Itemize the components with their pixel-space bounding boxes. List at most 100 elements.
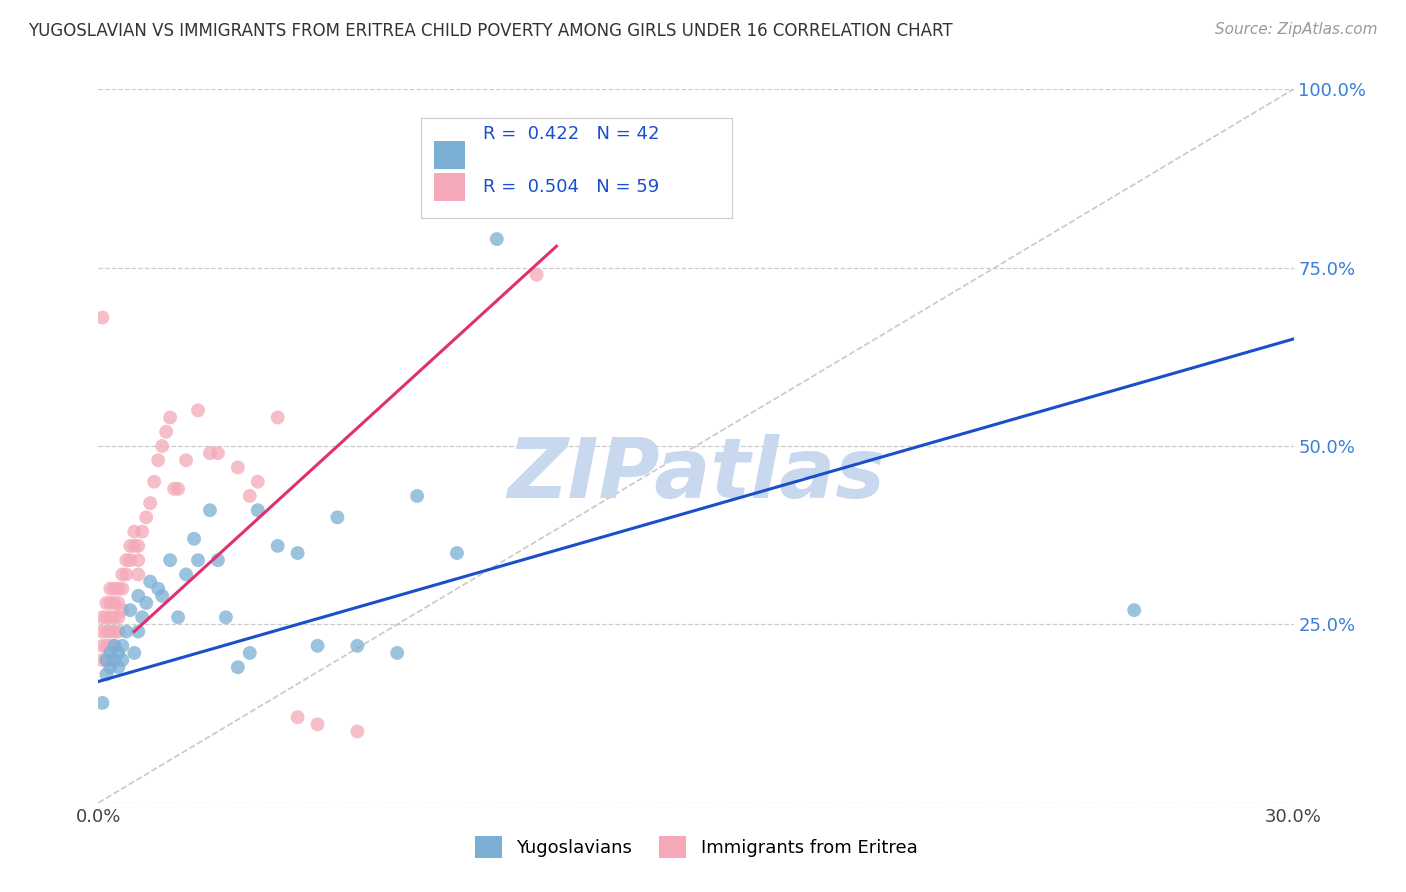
Point (103, 610, 125, 624)
Point (96, 610, 118, 624)
Text: YUGOSLAVIAN VS IMMIGRANTS FROM ERITREA CHILD POVERTY AMONG GIRLS UNDER 16 CORREL: YUGOSLAVIAN VS IMMIGRANTS FROM ERITREA C… (28, 22, 953, 40)
Point (326, 510, 349, 524)
Point (98, 646, 122, 660)
Point (96, 667, 118, 681)
Point (406, 489, 429, 503)
Point (1123, 603, 1146, 617)
Point (155, 425, 177, 439)
Point (150, 439, 173, 453)
Point (267, 410, 290, 425)
Point (148, 453, 170, 467)
Point (174, 453, 197, 467)
Point (163, 482, 186, 496)
Point (103, 596, 125, 610)
Point (111, 582, 134, 596)
Point (287, 546, 309, 560)
Point (103, 639, 125, 653)
Point (198, 446, 221, 460)
Point (187, 403, 209, 417)
Point (98, 610, 122, 624)
Point (115, 553, 138, 567)
Point (91, 639, 114, 653)
Point (115, 567, 138, 582)
Point (98, 596, 122, 610)
Point (127, 589, 149, 603)
Point (124, 524, 146, 539)
Point (124, 539, 146, 553)
Point (107, 582, 129, 596)
Point (91, 610, 114, 624)
Point (159, 553, 181, 567)
Point (91, 310, 114, 325)
Point (127, 553, 149, 567)
Point (207, 446, 229, 460)
Point (98, 639, 122, 653)
Point (239, 646, 262, 660)
Point (239, 489, 262, 503)
Point (120, 553, 142, 567)
Point (91, 653, 114, 667)
Point (226, 660, 249, 674)
Point (526, 268, 548, 282)
Point (124, 646, 146, 660)
Point (485, 232, 508, 246)
Point (115, 624, 138, 639)
Point (139, 574, 162, 589)
Point (187, 553, 209, 567)
Point (111, 567, 134, 582)
Point (103, 639, 125, 653)
Point (96, 639, 118, 653)
Point (111, 603, 134, 617)
Point (131, 524, 153, 539)
Point (98, 624, 122, 639)
Point (446, 546, 468, 560)
Point (148, 582, 170, 596)
Point (131, 610, 153, 624)
Point (183, 532, 205, 546)
Point (127, 624, 149, 639)
Point (143, 475, 166, 489)
Point (267, 539, 290, 553)
Point (111, 653, 134, 667)
Point (120, 539, 142, 553)
Point (127, 539, 149, 553)
Point (96, 596, 118, 610)
Point (198, 503, 221, 517)
Point (139, 496, 162, 510)
Point (107, 610, 129, 624)
Point (246, 475, 269, 489)
Point (167, 610, 190, 624)
Point (307, 717, 329, 731)
Point (98, 660, 122, 674)
Text: ZIPatlas: ZIPatlas (508, 434, 884, 515)
Point (107, 624, 129, 639)
Point (98, 653, 122, 667)
Point (107, 596, 129, 610)
Point (96, 624, 118, 639)
Point (385, 646, 409, 660)
Point (346, 724, 368, 739)
Point (111, 639, 134, 653)
Point (120, 603, 142, 617)
Point (96, 653, 118, 667)
Point (307, 639, 329, 653)
Point (159, 410, 181, 425)
Point (98, 582, 122, 596)
Point (215, 610, 238, 624)
Point (103, 653, 125, 667)
Point (287, 710, 309, 724)
Point (167, 482, 190, 496)
Point (174, 567, 197, 582)
Point (135, 596, 157, 610)
Point (207, 553, 229, 567)
Text: Source: ZipAtlas.com: Source: ZipAtlas.com (1215, 22, 1378, 37)
Point (135, 510, 157, 524)
Point (96, 653, 118, 667)
Point (103, 624, 125, 639)
Legend: Yugoslavians, Immigrants from Eritrea: Yugoslavians, Immigrants from Eritrea (467, 829, 925, 865)
Point (226, 460, 249, 475)
Point (150, 589, 173, 603)
Point (107, 646, 129, 660)
Point (91, 624, 114, 639)
Point (246, 503, 269, 517)
